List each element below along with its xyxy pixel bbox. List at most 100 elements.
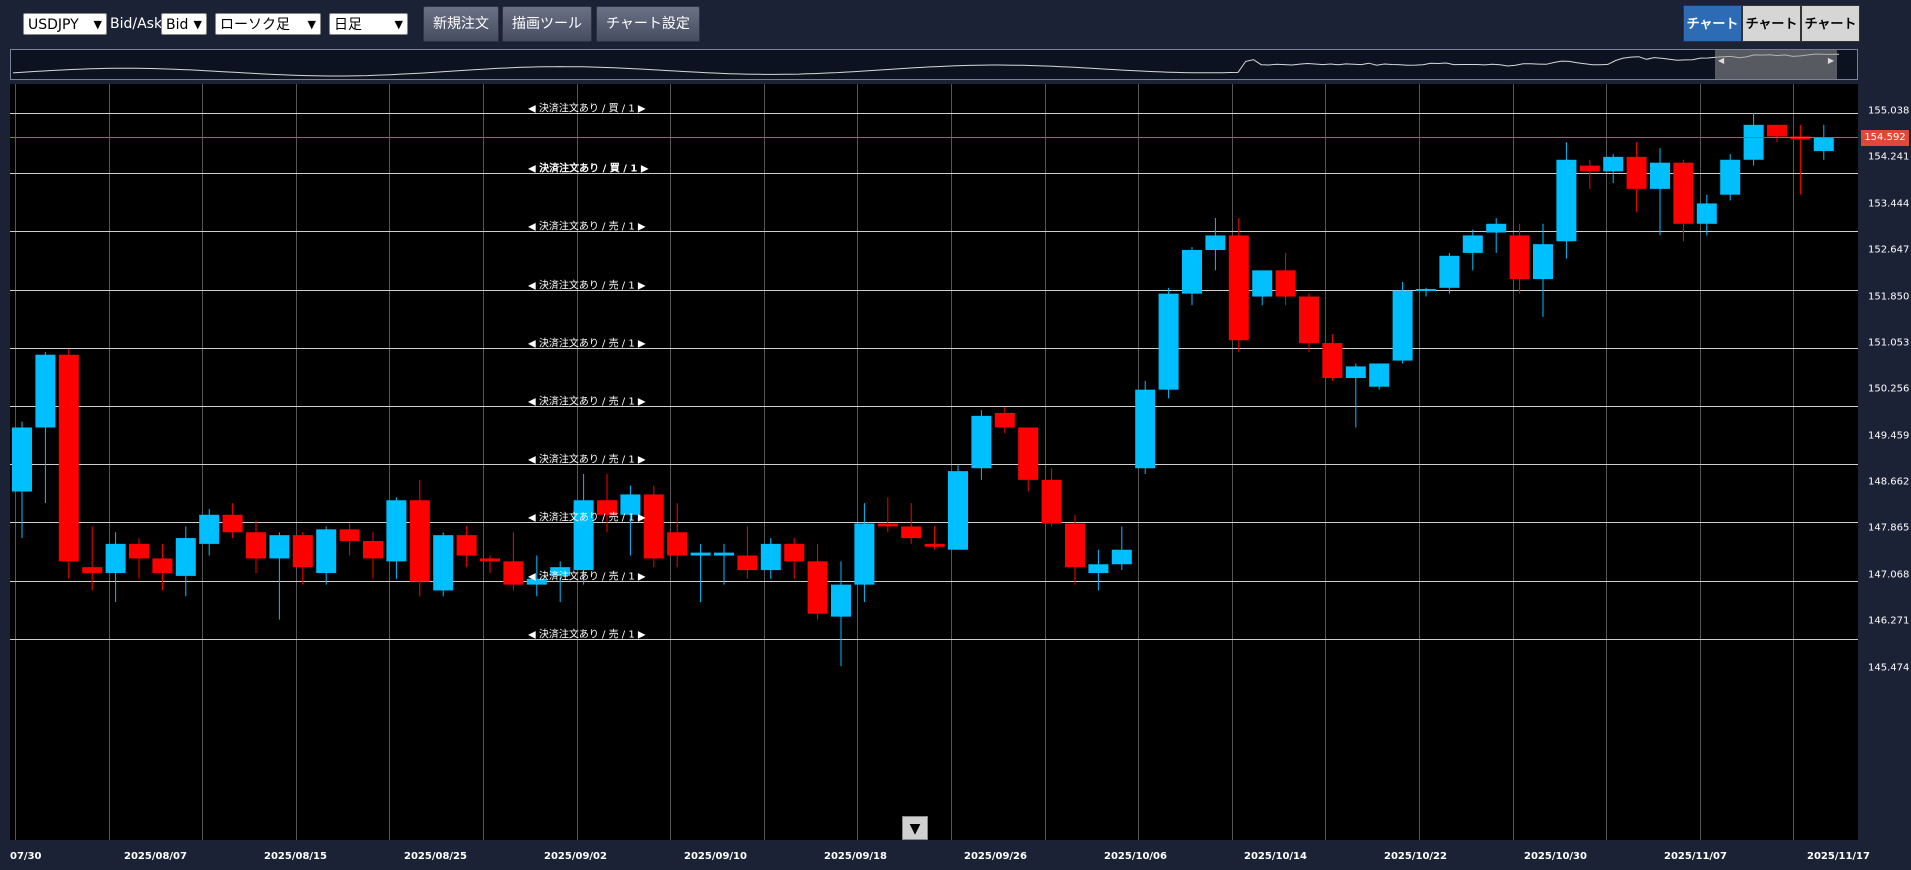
bid-ask-select[interactable]: Bid ▼: [161, 13, 207, 35]
order-label[interactable]: ◀ 決済注文あり / 売 / 1 ▶: [528, 338, 646, 350]
overview-navigator[interactable]: ◀ ▶: [10, 49, 1858, 80]
candle-body: [269, 535, 290, 559]
y-tick-label: 147.068: [1868, 569, 1910, 581]
candle-body: [1603, 156, 1624, 172]
candle-body: [1275, 270, 1296, 297]
candle-body: [316, 529, 337, 573]
x-tick-label: 2025/10/06: [1104, 851, 1167, 862]
order-label[interactable]: ◀ 決済注文あり / 売 / 1 ▶: [528, 221, 646, 233]
overview-range-handle[interactable]: ◀ ▶: [1715, 50, 1837, 79]
candle-body: [456, 535, 477, 556]
new-order-button[interactable]: 新規注文: [423, 6, 499, 42]
order-label[interactable]: ◀ 決済注文あり / 買 / 1 ▶: [528, 103, 646, 115]
tab-chart-1[interactable]: チャート1: [1683, 5, 1742, 69]
candle-body: [1205, 235, 1226, 250]
candle-body: [1018, 427, 1039, 480]
candle-body: [1696, 203, 1717, 224]
order-label[interactable]: ◀ 決済注文あり / 売 / 1 ▶: [528, 571, 646, 583]
candle-body: [1322, 343, 1343, 379]
order-label[interactable]: ◀ 決済注文あり / 売 / 1 ▶: [528, 396, 646, 408]
candle-body: [1767, 124, 1787, 137]
candle-body: [1650, 162, 1670, 189]
y-tick-label: 152.647: [1868, 244, 1910, 256]
order-label[interactable]: ◀ 決済注文あり / 買 / 1 ▶: [528, 163, 649, 175]
candle-body: [1252, 270, 1273, 297]
candle-body: [386, 500, 407, 562]
x-tick-label: 2025/09/10: [684, 851, 747, 862]
candle-body: [58, 354, 79, 562]
y-tick-label: 155.038: [1868, 105, 1910, 117]
candle-body: [971, 415, 992, 469]
candle-body: [831, 584, 851, 617]
chevron-down-icon: ▼: [93, 18, 102, 31]
y-tick-label: 151.850: [1868, 291, 1910, 303]
overview-polyline: [12, 53, 1840, 77]
candle-body: [1509, 235, 1530, 280]
price-axis: 155.038 154.241 153.444 152.647 151.850 151.0…: [1858, 84, 1911, 840]
candle-body: [1111, 549, 1132, 565]
x-tick-label: 2025/11/07: [1664, 851, 1727, 862]
candle-body: [1720, 159, 1741, 195]
candle-body: [1462, 235, 1483, 253]
x-tick-label: 07/30: [10, 851, 42, 862]
candle-body: [690, 552, 711, 556]
candle-body: [105, 543, 126, 573]
scroll-down-button[interactable]: ▼: [902, 816, 928, 840]
time-axis: 07/30 2025/08/07 2025/08/15 2025/08/25 2025/…: [10, 840, 1870, 870]
y-tick-label: 150.256: [1868, 383, 1910, 395]
candle-body: [737, 555, 758, 571]
chevron-down-icon: ▼: [193, 18, 202, 31]
chart-settings-button[interactable]: チャート設定: [596, 6, 700, 42]
tab-chart-3[interactable]: チャート3: [1801, 5, 1860, 69]
x-tick-label: 2025/09/26: [964, 851, 1027, 862]
candle-body: [526, 578, 547, 585]
candle-body: [1813, 137, 1834, 152]
order-label[interactable]: ◀ 決済注文あり / 売 / 1 ▶: [528, 454, 646, 466]
x-tick-label: 2025/10/14: [1244, 851, 1307, 862]
current-price-tag: 154.592: [1861, 129, 1909, 146]
symbol-value: USDJPY: [28, 17, 79, 33]
candle-body: [503, 561, 524, 585]
candle-body: [1065, 523, 1085, 568]
candle-body: [152, 558, 173, 573]
y-tick-label: 147.865: [1868, 522, 1910, 534]
timeframe-value: 日足: [334, 17, 362, 33]
x-tick-label: 2025/08/07: [124, 851, 187, 862]
candle-body: [1579, 165, 1600, 172]
candle-body: [175, 538, 196, 576]
chevron-down-icon: ▼: [394, 18, 403, 31]
candle-body: [1626, 156, 1647, 189]
candle-body: [1158, 293, 1179, 390]
candle-body: [550, 567, 571, 576]
chart-type-select[interactable]: ローソク足 ▼: [215, 13, 321, 35]
candle-body: [292, 535, 313, 568]
candle-body: [129, 543, 149, 559]
drawing-tools-button[interactable]: 描画ツール: [502, 6, 592, 42]
order-label[interactable]: ◀ 決済注文あり / 売 / 1 ▶: [528, 280, 646, 292]
y-tick-label: 149.459: [1868, 430, 1910, 442]
candle-body: [667, 532, 688, 556]
bid-ask-label: Bid/Ask: [110, 16, 163, 32]
candle-body: [597, 500, 617, 515]
candle-body: [924, 543, 945, 547]
x-tick-label: 2025/08/25: [404, 851, 467, 862]
candle-body: [1416, 288, 1436, 291]
candle-body: [1299, 296, 1319, 344]
candle-body: [1486, 223, 1507, 233]
symbol-select[interactable]: USDJPY ▼: [23, 13, 107, 35]
candle-body: [12, 427, 32, 492]
candle-body: [1135, 389, 1156, 469]
tab-chart-2[interactable]: チャート2: [1742, 5, 1801, 69]
candle-body: [620, 494, 641, 515]
candle-body: [854, 523, 875, 585]
candle-body: [433, 535, 454, 591]
candle-body: [480, 558, 500, 562]
chevron-down-icon: ▼: [307, 18, 316, 31]
price-chart[interactable]: [10, 84, 1858, 840]
order-label[interactable]: ◀ 決済注文あり / 売 / 1 ▶: [528, 629, 646, 641]
candle-body: [643, 494, 664, 559]
candle-body: [948, 471, 968, 550]
x-tick-label: 2025/10/30: [1524, 851, 1587, 862]
timeframe-select[interactable]: 日足 ▼: [329, 13, 408, 35]
order-label[interactable]: ◀ 決済注文あり / 売 / 1 ▶: [528, 512, 646, 524]
